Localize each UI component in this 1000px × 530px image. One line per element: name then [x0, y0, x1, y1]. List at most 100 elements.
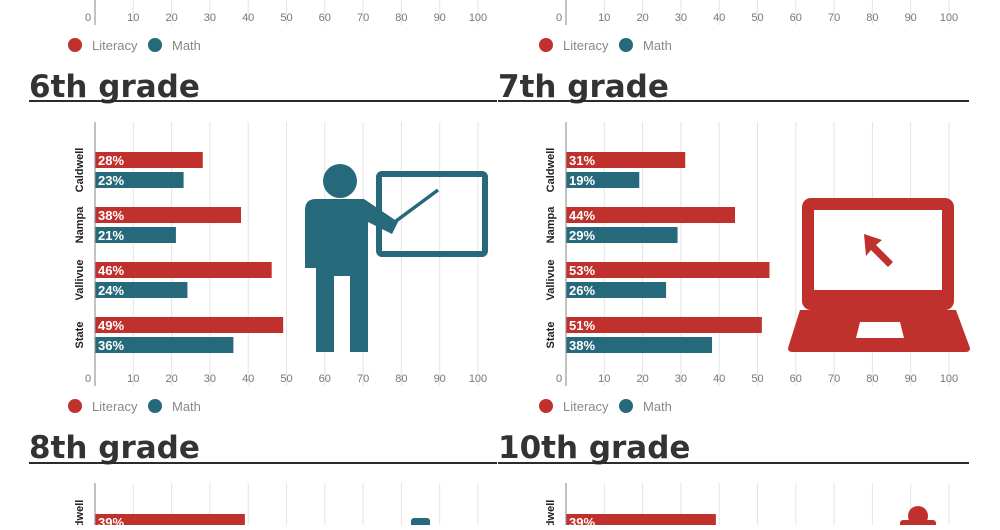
bar-math — [566, 172, 640, 188]
bar-value-label: 49% — [98, 318, 124, 333]
x-tick-label: 90 — [434, 12, 446, 24]
bar-literacy — [566, 262, 770, 278]
bar-math — [95, 227, 176, 243]
bar-literacy — [95, 262, 272, 278]
chart-panel: 8th grade 39% Caldwell — [29, 430, 497, 530]
legend-swatch-literacy — [68, 399, 82, 413]
chart-panel: 0 10 20 30 40 50 60 70 80 90 100 Literacy Math — [539, 0, 958, 53]
x-tick-label: 100 — [469, 373, 487, 385]
bar-value-label: 24% — [98, 283, 124, 298]
grade-title: 6th grade — [29, 69, 200, 105]
x-tick-label: 30 — [675, 12, 687, 24]
x-tick-label: 70 — [828, 12, 840, 24]
legend-label-math: Math — [172, 38, 201, 53]
x-tick-label: 90 — [434, 373, 446, 385]
legend-label-math: Math — [643, 399, 672, 414]
legend-swatch-literacy — [539, 38, 553, 52]
x-tick-label: 100 — [940, 12, 958, 24]
teacher-board-icon — [305, 164, 488, 352]
x-tick-label: 60 — [319, 12, 331, 24]
category-label: Vallivue — [74, 260, 86, 301]
category-label: Nampa — [74, 206, 86, 244]
x-tick-label: 20 — [165, 373, 177, 385]
bar-literacy — [95, 152, 203, 168]
laptop-icon — [788, 198, 970, 352]
bar-math — [95, 337, 234, 353]
legend-label-math: Math — [172, 399, 201, 414]
legend-swatch-literacy — [539, 399, 553, 413]
chart-panel: 6th grade 0 10 20 30 40 50 60 70 80 90 100 Literacy M… — [29, 69, 497, 414]
bar-value-label: 39% — [569, 515, 595, 525]
chart-panel: 0 10 20 30 40 50 60 70 80 90 100 Literacy Math — [68, 0, 487, 53]
bar-value-label: 38% — [98, 208, 124, 223]
x-tick-label: 50 — [751, 12, 763, 24]
bar-literacy — [95, 207, 242, 223]
bar-value-label: 39% — [98, 515, 124, 525]
x-tick-label: 0 — [85, 373, 91, 385]
x-tick-label: 90 — [905, 12, 917, 24]
bar-value-label: 21% — [98, 228, 124, 243]
legend-label-literacy: Literacy — [563, 399, 609, 414]
partial-icon-10th — [900, 506, 936, 530]
x-tick-label: 0 — [556, 373, 562, 385]
x-tick-label: 50 — [280, 12, 292, 24]
x-tick-label: 30 — [204, 373, 216, 385]
x-tick-label: 70 — [357, 373, 369, 385]
bar-math — [95, 282, 188, 298]
category-label: Nampa — [545, 206, 557, 244]
bar-value-label: 46% — [98, 263, 124, 278]
x-tick-label: 30 — [675, 373, 687, 385]
bar-literacy — [566, 152, 686, 168]
icon-layer — [305, 164, 970, 530]
chart-panel: 10th grade 39% Caldwell — [498, 430, 969, 530]
chart-gridlines — [132, 483, 479, 530]
legend-swatch-math — [619, 399, 633, 413]
x-tick-label: 10 — [127, 12, 139, 24]
category-label: State — [74, 322, 86, 349]
x-tick-label: 10 — [598, 12, 610, 24]
grade-title: 10th grade — [498, 430, 690, 466]
bar-literacy — [566, 207, 736, 223]
x-tick-label: 50 — [751, 373, 763, 385]
x-tick-label: 0 — [556, 12, 562, 24]
x-tick-label: 80 — [395, 12, 407, 24]
legend-swatch-literacy — [68, 38, 82, 52]
bar-value-label: 53% — [569, 263, 595, 278]
bar-value-label: 29% — [569, 228, 595, 243]
category-label: Caldwell — [74, 148, 86, 193]
legend-swatch-math — [148, 38, 162, 52]
x-tick-label: 20 — [636, 12, 648, 24]
category-label: Vallivue — [545, 260, 557, 301]
bar-math — [566, 337, 713, 353]
grade-title: 7th grade — [498, 69, 669, 105]
legend-label-math: Math — [643, 38, 672, 53]
x-tick-label: 100 — [940, 373, 958, 385]
x-tick-label: 60 — [790, 12, 802, 24]
x-tick-label: 40 — [242, 12, 254, 24]
bar-value-label: 51% — [569, 318, 595, 333]
legend-label-literacy: Literacy — [92, 38, 138, 53]
x-tick-label: 90 — [905, 373, 917, 385]
bar-math — [566, 227, 678, 243]
x-tick-label: 20 — [165, 12, 177, 24]
chart-gridlines — [132, 0, 479, 25]
grade-title: 8th grade — [29, 430, 200, 466]
legend-label-literacy: Literacy — [92, 399, 138, 414]
x-tick-label: 60 — [790, 373, 802, 385]
x-tick-label: 60 — [319, 373, 331, 385]
legend-label-literacy: Literacy — [563, 38, 609, 53]
legend-swatch-math — [148, 399, 162, 413]
bar-literacy — [566, 317, 762, 333]
x-tick-label: 70 — [357, 12, 369, 24]
x-tick-label: 100 — [469, 12, 487, 24]
partial-icon-8th — [411, 518, 430, 530]
bar-value-label: 23% — [98, 173, 124, 188]
category-label: Caldwell — [545, 148, 557, 193]
x-tick-label: 0 — [85, 12, 91, 24]
bar-math — [566, 282, 667, 298]
legend-swatch-math — [619, 38, 633, 52]
category-label: Caldwell — [74, 500, 86, 525]
bar-value-label: 44% — [569, 208, 595, 223]
x-tick-label: 80 — [866, 12, 878, 24]
